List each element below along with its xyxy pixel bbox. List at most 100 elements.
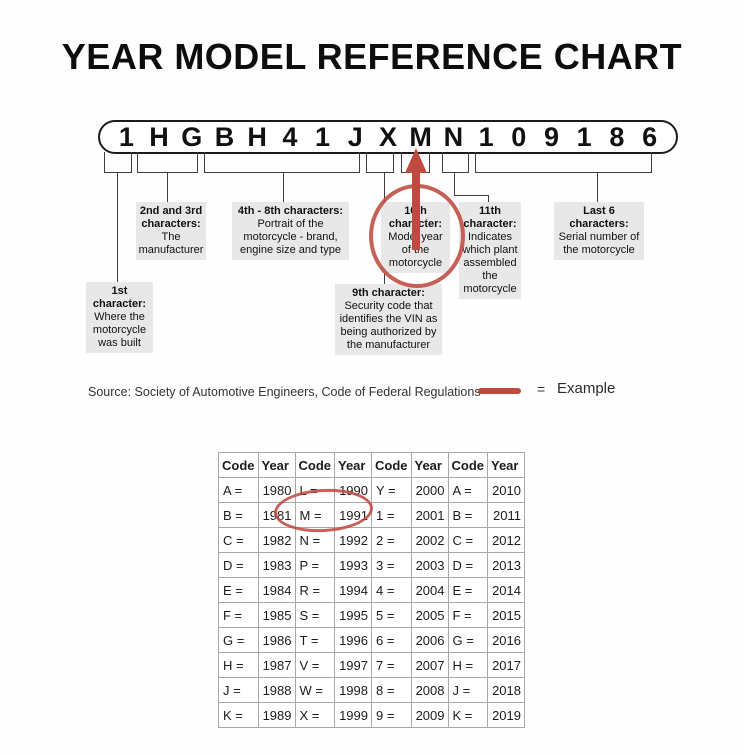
code-cell: B = xyxy=(447,502,488,528)
year-cell: 1993 xyxy=(334,552,372,578)
connector-char-1 xyxy=(117,172,118,282)
example-arrow-up-icon xyxy=(405,148,427,250)
year-cell: 1983 xyxy=(257,552,296,578)
year-cell: 1992 xyxy=(334,527,372,553)
vin-character: 4 xyxy=(282,122,298,152)
connector-char-11 xyxy=(454,172,489,196)
code-cell: H = xyxy=(218,652,259,678)
table-header-cell: Year xyxy=(410,452,449,478)
code-cell: 3 = xyxy=(371,552,412,578)
year-cell: 1984 xyxy=(257,577,296,603)
callout-body: The manufacturer xyxy=(138,231,204,256)
callout-body: Where the motorcycle was built xyxy=(92,311,147,349)
code-cell: C = xyxy=(447,527,488,553)
year-cell: 1991 xyxy=(334,502,372,528)
table-row: G = 1986 T = 1996 6 = 2006 G = 2016 xyxy=(218,627,525,653)
code-cell: K = xyxy=(218,702,259,728)
vin-character: 0 xyxy=(511,122,527,152)
code-cell: Y = xyxy=(371,477,412,503)
code-cell: 5 = xyxy=(371,602,412,628)
vin-character: M xyxy=(409,122,432,152)
year-cell: 2001 xyxy=(410,502,449,528)
callout-heading: 11th character: xyxy=(463,205,517,230)
source-text: Source: Society of Automotive Engineers,… xyxy=(88,385,481,399)
vin-character: H xyxy=(149,122,169,152)
code-cell: E = xyxy=(447,577,488,603)
code-cell: C = xyxy=(218,527,259,553)
year-cell: 2002 xyxy=(410,527,449,553)
year-cell: 2011 xyxy=(487,502,525,528)
code-cell: E = xyxy=(218,577,259,603)
code-cell: F = xyxy=(447,602,488,628)
year-cell: 1999 xyxy=(334,702,372,728)
table-row: B = 1981 M = 1991 1 = 2001 B = 2011 xyxy=(218,502,525,528)
year-cell: 2014 xyxy=(487,577,525,603)
table-header-cell: Code xyxy=(294,452,335,478)
vin-character: 1 xyxy=(576,122,592,152)
table-header-cell: Code xyxy=(218,452,259,478)
code-cell: 8 = xyxy=(371,677,412,703)
bracket-char-1 xyxy=(104,152,132,173)
code-cell: 7 = xyxy=(371,652,412,678)
year-cell: 2007 xyxy=(410,652,449,678)
year-cell: 1994 xyxy=(334,577,372,603)
year-cell: 1987 xyxy=(257,652,296,678)
vin-character: G xyxy=(181,122,203,152)
vin-character: 9 xyxy=(543,122,559,152)
year-cell: 1985 xyxy=(257,602,296,628)
code-cell: J = xyxy=(218,677,259,703)
year-cell: 2000 xyxy=(410,477,449,503)
year-cell: 1998 xyxy=(334,677,372,703)
code-cell: H = xyxy=(447,652,488,678)
vin-character: N xyxy=(443,122,464,152)
table-header-cell: Code xyxy=(371,452,412,478)
code-cell: B = xyxy=(218,502,259,528)
callout-body: Portrait of the motorcycle - brand, engi… xyxy=(240,218,341,256)
year-cell: 1989 xyxy=(257,702,296,728)
code-cell: 9 = xyxy=(371,702,412,728)
vin-character: H xyxy=(247,122,267,152)
table-row: J = 1988 W = 1998 8 = 2008 J = 2018 xyxy=(218,677,525,703)
year-cell: 1997 xyxy=(334,652,372,678)
legend-label: Example xyxy=(557,380,616,397)
table-header-cell: Code xyxy=(447,452,488,478)
table-row: F = 1985 S = 1995 5 = 2005 F = 2015 xyxy=(218,602,525,628)
callout-body: Indicates which plant assembled the moto… xyxy=(462,231,518,295)
vin-character: 1 xyxy=(118,122,134,152)
callout-heading: 1st character: xyxy=(92,285,147,310)
year-cell: 2009 xyxy=(410,702,449,728)
table-row: H = 1987 V = 1997 7 = 2007 H = 2017 xyxy=(218,652,525,678)
code-cell: 4 = xyxy=(371,577,412,603)
code-cell: M = xyxy=(294,502,335,528)
code-cell: P = xyxy=(294,552,335,578)
code-cell: F = xyxy=(218,602,259,628)
table-row: C = 1982 N = 1992 2 = 2002 C = 2012 xyxy=(218,527,525,553)
year-cell: 2015 xyxy=(487,602,525,628)
year-cell: 1988 xyxy=(257,677,296,703)
year-cell: 1986 xyxy=(257,627,296,653)
year-cell: 2008 xyxy=(410,677,449,703)
callout-chars-2-3: 2nd and 3rd characters: The manufacturer xyxy=(136,202,206,260)
year-table-header-row: Code Year Code Year Code Year Code Year xyxy=(218,452,525,478)
connector-chars-4-8 xyxy=(283,172,284,202)
connector-last-6 xyxy=(597,172,598,203)
vin-character: 1 xyxy=(315,122,331,152)
callout-body: Security code that identifies the VIN as… xyxy=(339,300,438,351)
callout-char-11: 11th character: Indicates which plant as… xyxy=(459,202,521,299)
connector-chars-2-3 xyxy=(167,172,168,202)
callout-char-9: 9th character: Security code that identi… xyxy=(335,284,442,355)
year-cell: 2016 xyxy=(487,627,525,653)
vin-character: X xyxy=(378,122,397,152)
year-cell: 2012 xyxy=(487,527,525,553)
year-cell: 2005 xyxy=(410,602,449,628)
example-dash-icon xyxy=(478,388,521,394)
code-cell: T = xyxy=(294,627,335,653)
code-cell: K = xyxy=(447,702,488,728)
callout-char-1: 1st character: Where the motorcycle was … xyxy=(86,282,153,353)
vin-character: J xyxy=(347,122,363,152)
code-cell: A = xyxy=(447,477,488,503)
code-cell: 2 = xyxy=(371,527,412,553)
year-cell: 1981 xyxy=(257,502,296,528)
callout-heading: 9th character: xyxy=(352,287,425,299)
